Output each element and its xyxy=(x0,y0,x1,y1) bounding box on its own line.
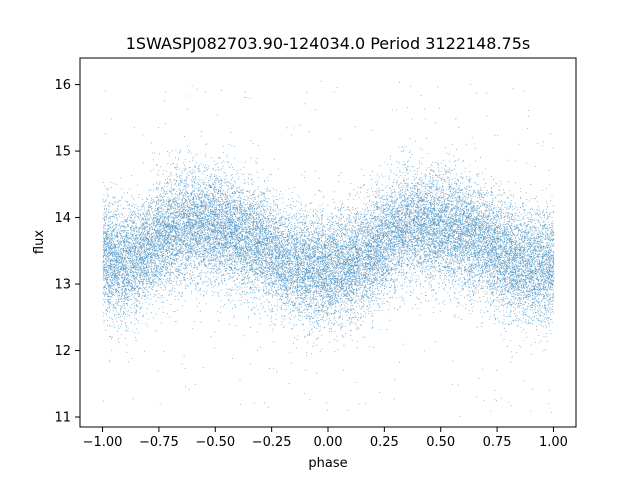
y-tick-label: 11 xyxy=(54,411,71,426)
chart-title: 1SWASPJ082703.90-124034.0 Period 3122148… xyxy=(126,34,531,53)
x-tick-label: 0.25 xyxy=(370,435,399,450)
x-tick-label: −1.00 xyxy=(83,435,123,450)
y-tick-label: 13 xyxy=(54,278,71,293)
x-tick-label: −0.50 xyxy=(195,435,235,450)
y-axis-label: flux xyxy=(32,230,47,254)
y-axis: 11 12 13 14 15 16 xyxy=(54,78,80,426)
x-tick-label: 0.75 xyxy=(483,435,512,450)
y-tick-label: 15 xyxy=(54,145,71,160)
x-tick-label: 0.50 xyxy=(426,435,455,450)
x-tick-label: −0.25 xyxy=(252,435,292,450)
x-tick-label: 0.00 xyxy=(314,435,343,450)
x-tick-label: −0.75 xyxy=(139,435,179,450)
x-axis-label: phase xyxy=(308,456,347,471)
y-tick-label: 14 xyxy=(54,211,71,226)
x-axis: −1.00 −0.75 −0.50 −0.25 0.00 0.25 0.50 0.75 1.00 xyxy=(83,427,568,450)
x-tick-label: 1.00 xyxy=(539,435,568,450)
y-tick-label: 16 xyxy=(54,78,71,93)
scatter-points xyxy=(102,80,555,417)
y-tick-label: 12 xyxy=(54,344,71,359)
flux-points xyxy=(102,80,555,417)
